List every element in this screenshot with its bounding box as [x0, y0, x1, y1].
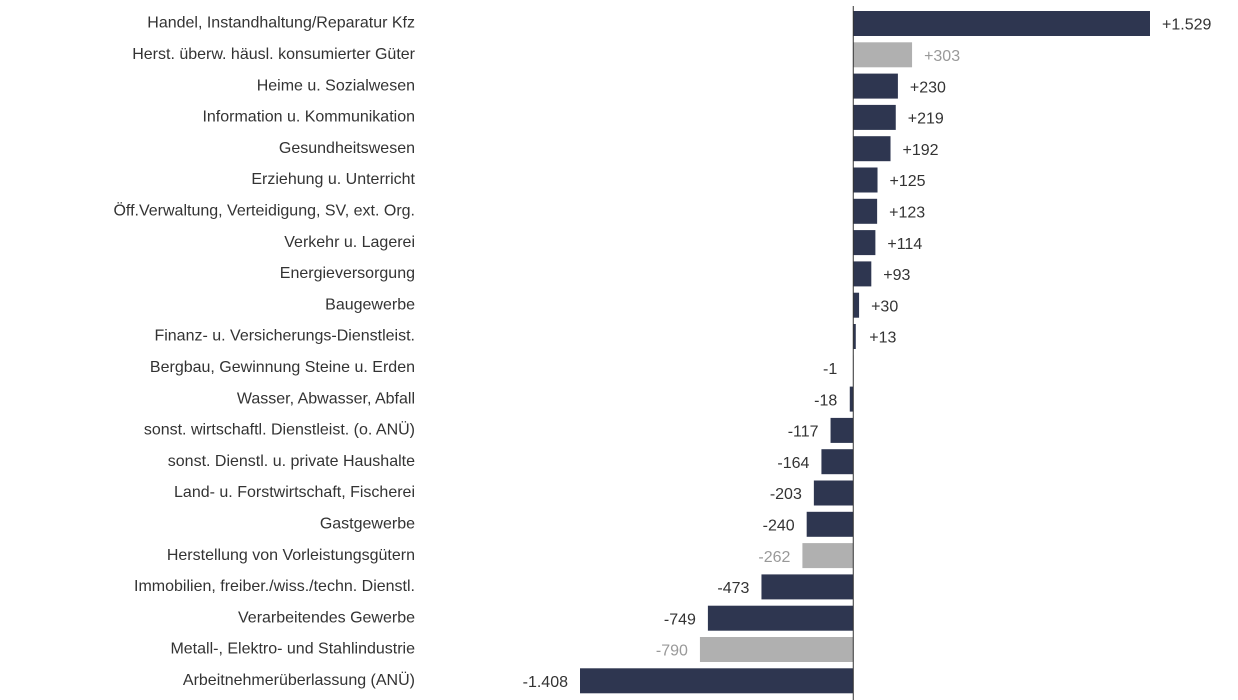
value-label: -18	[814, 392, 837, 409]
category-label: Finanz- u. Versicherungs-Dienstleist.	[154, 328, 415, 345]
bar	[699, 637, 854, 662]
bar	[830, 417, 854, 443]
category-label: Arbeitnehmerüberlassung (ANÜ)	[183, 671, 415, 689]
category-label: Baugewerbe	[325, 296, 415, 313]
bar	[853, 292, 860, 318]
bar	[580, 668, 854, 694]
bar	[853, 324, 856, 349]
bar	[813, 480, 854, 506]
bar	[806, 511, 854, 537]
category-label: Energieversorgung	[280, 265, 415, 282]
value-label: +192	[903, 142, 939, 159]
value-label: +219	[908, 111, 944, 128]
category-label: Handel, Instandhaltung/Reparatur Kfz	[147, 15, 415, 32]
bar	[853, 136, 891, 162]
value-label: -749	[664, 611, 696, 628]
value-label: +230	[910, 79, 946, 96]
value-label: -262	[758, 549, 790, 566]
category-label: Verarbeitendes Gewerbe	[238, 609, 415, 626]
bar	[853, 11, 1150, 36]
category-label: Metall-, Elektro- und Stahlindustrie	[170, 641, 415, 658]
bar	[853, 73, 898, 99]
bar	[849, 386, 854, 412]
bar	[853, 167, 878, 193]
bar	[821, 449, 854, 475]
value-label: -117	[788, 424, 819, 441]
value-label: -1.408	[523, 674, 568, 691]
bar	[853, 198, 878, 224]
value-label: +123	[889, 205, 925, 222]
category-label: Erziehung u. Unterricht	[251, 171, 415, 188]
category-label: Immobilien, freiber./wiss./techn. Dienst…	[134, 578, 415, 595]
category-label: Herst. überw. häusl. konsumierter Güter	[132, 46, 415, 63]
value-label: -790	[656, 643, 688, 660]
value-label: -1	[823, 361, 837, 378]
category-label: Land- u. Forstwirtschaft, Fischerei	[174, 484, 415, 501]
bar	[707, 605, 854, 631]
value-label: +13	[869, 330, 896, 347]
category-label: Bergbau, Gewinnung Steine u. Erden	[150, 359, 415, 376]
bar	[761, 574, 854, 600]
category-label: Verkehr u. Lagerei	[284, 234, 415, 251]
category-label: Information u. Kommunikation	[202, 109, 415, 126]
category-label: sonst. wirtschaftl. Dienstleist. (o. ANÜ…	[144, 421, 415, 439]
value-label: +303	[924, 48, 960, 65]
value-label: -473	[717, 580, 749, 597]
bar	[853, 261, 872, 287]
bar	[853, 104, 896, 130]
bar	[853, 42, 913, 68]
category-label: Öff.Verwaltung, Verteidigung, SV, ext. O…	[113, 202, 415, 220]
category-label: Wasser, Abwasser, Abfall	[237, 390, 415, 407]
category-label: Gastgewerbe	[320, 516, 415, 533]
category-label: Heime u. Sozialwesen	[257, 77, 415, 94]
value-label: -240	[763, 518, 795, 535]
value-label: -164	[777, 455, 809, 472]
value-label: -203	[770, 486, 802, 503]
value-label: +30	[871, 298, 898, 315]
value-label: +125	[890, 173, 926, 190]
value-label: +93	[883, 267, 910, 284]
category-label: Gesundheitswesen	[279, 140, 415, 157]
value-label: +114	[887, 236, 922, 253]
bar	[802, 543, 854, 569]
value-label: +1.529	[1162, 17, 1211, 34]
category-label: Herstellung von Vorleistungsgütern	[167, 547, 415, 564]
category-label: sonst. Dienstl. u. private Haushalte	[168, 453, 415, 470]
bar	[853, 230, 876, 256]
